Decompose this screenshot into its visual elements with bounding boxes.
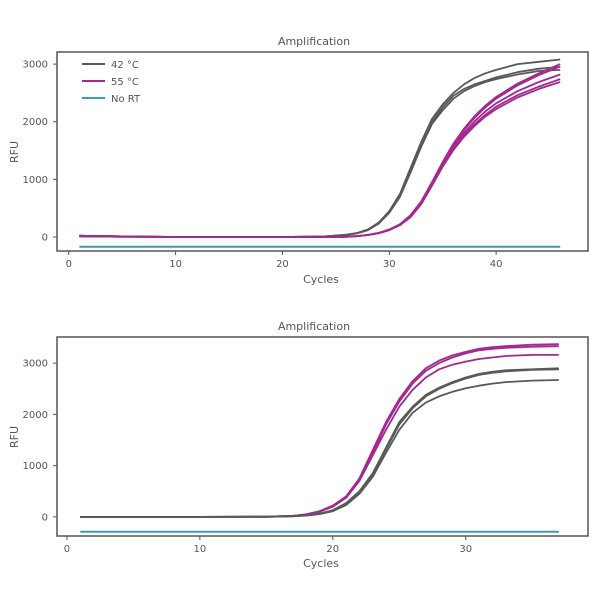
series-42c-line	[79, 69, 561, 238]
legend-label: No RT	[111, 94, 141, 105]
plot-frame	[56, 336, 589, 537]
chart-title: Amplification	[278, 320, 350, 333]
legend-label: 55 °C	[111, 77, 139, 88]
bottom-amplification-chart: Amplification Cycles RFU 0 10 20 30 0 1000 200…	[8, 320, 589, 570]
x-axis-label: Cycles	[303, 273, 339, 286]
series-42c-line	[79, 58, 561, 238]
x-tick-label: 30	[383, 259, 396, 270]
chart-title: Amplification	[278, 35, 350, 48]
y-tick-label: 3000	[23, 60, 48, 71]
x-tick-label: 30	[459, 544, 472, 555]
y-tick-label: 2000	[23, 410, 48, 421]
y-axis-label: RFU	[8, 426, 21, 448]
top-amplification-chart: Amplification Cycles RFU 0 10 20 30 40 0 1000 2…	[8, 35, 589, 286]
y-tick-label: 0	[42, 512, 48, 523]
y-tick-label: 1000	[23, 461, 48, 472]
y-axis-label: RFU	[8, 141, 21, 163]
y-tick-label: 1000	[23, 175, 48, 186]
series-42c-line	[79, 66, 561, 238]
x-tick-label: 10	[169, 259, 182, 270]
x-axis-label: Cycles	[303, 557, 339, 570]
x-tick-label: 20	[326, 544, 339, 555]
y-tick-label: 2000	[23, 117, 48, 128]
x-tick-label: 0	[66, 259, 72, 270]
plot-frame	[56, 51, 589, 252]
x-tick-label: 40	[490, 259, 503, 270]
series-42c-line	[80, 367, 559, 518]
series-42c-line	[80, 379, 559, 518]
legend: 42 °C 55 °C No RT	[82, 60, 141, 105]
legend-label: 42 °C	[111, 60, 139, 71]
series-55c-line	[80, 353, 559, 518]
x-tick-label: 10	[194, 544, 207, 555]
series-55c-line	[79, 73, 561, 238]
x-tick-label: 0	[64, 544, 70, 555]
series-42c-line	[80, 368, 559, 518]
series-55c-line	[79, 63, 561, 238]
series-55c-line	[79, 81, 561, 238]
y-tick-label: 3000	[23, 359, 48, 370]
x-tick-label: 20	[276, 259, 289, 270]
series-55c-line	[79, 65, 561, 238]
y-tick-label: 0	[42, 232, 48, 243]
series-55c-line	[80, 343, 559, 518]
